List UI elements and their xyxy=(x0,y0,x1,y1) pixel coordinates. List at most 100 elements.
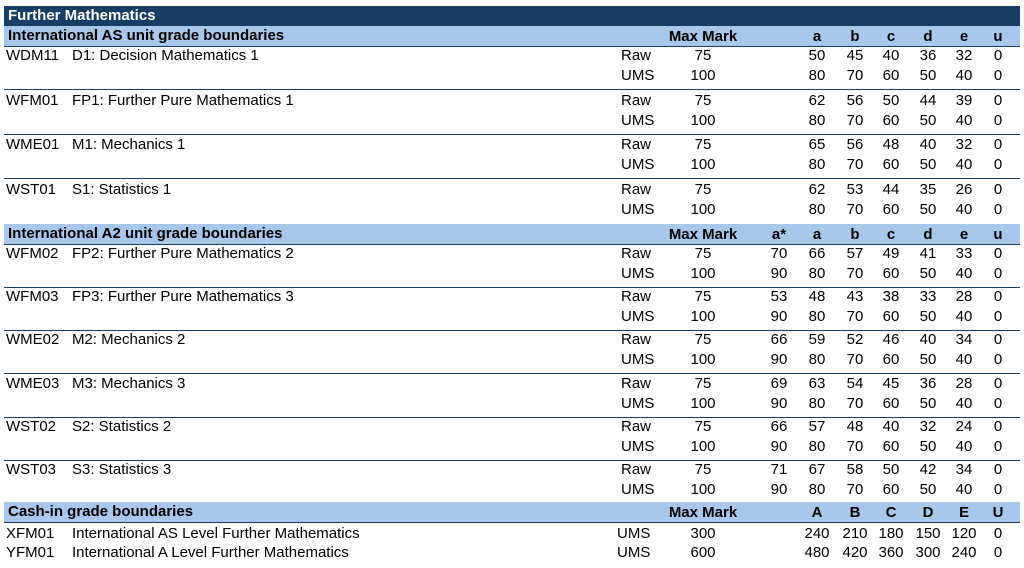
grade-boundary-value: 50 xyxy=(882,92,900,109)
unit-divider xyxy=(4,460,1020,461)
grade-header: B xyxy=(849,504,861,521)
grade-boundary-value: 24 xyxy=(955,418,973,435)
grade-boundary-value: 90 xyxy=(770,350,788,368)
mark-type: UMS xyxy=(621,350,655,368)
mark-type: Raw xyxy=(621,375,652,392)
grade-boundary-value: 39 xyxy=(955,92,973,109)
grade-boundary-value: 54 xyxy=(846,375,864,392)
grade-boundary-value: 90 xyxy=(770,394,788,412)
grade-boundary-value: 300 xyxy=(915,544,941,561)
grade-boundary-value: 80 xyxy=(808,350,826,368)
grade-boundary-value: 45 xyxy=(846,47,864,64)
max-mark: 100 xyxy=(690,307,716,325)
section-divider xyxy=(4,522,1020,523)
max-mark: 75 xyxy=(694,47,712,64)
grade-boundary-value: 420 xyxy=(842,544,868,561)
mark-type: UMS xyxy=(621,66,655,84)
grade-header: c xyxy=(886,226,896,243)
grade-header: a xyxy=(812,28,822,45)
grade-boundary-value: 53 xyxy=(846,181,864,198)
unit-divider xyxy=(4,287,1020,288)
unit-code: WFM02 xyxy=(6,245,59,262)
unit-divider xyxy=(4,417,1020,418)
grade-boundary-value: 56 xyxy=(846,92,864,109)
grade-boundary-value: 0 xyxy=(993,331,1003,348)
max-mark: 75 xyxy=(694,288,712,305)
max-mark: 75 xyxy=(694,92,712,109)
grade-boundary-value: 69 xyxy=(770,375,788,392)
max-mark: 100 xyxy=(690,480,716,498)
grade-boundary-value: 60 xyxy=(882,480,900,498)
grade-header: a* xyxy=(771,226,787,243)
max-mark: 100 xyxy=(690,200,716,218)
grade-boundary-value: 70 xyxy=(846,307,864,325)
mark-type: UMS xyxy=(621,111,655,129)
grade-boundary-value: 60 xyxy=(882,155,900,173)
grade-header: d xyxy=(923,28,933,45)
grade-boundary-value: 50 xyxy=(919,111,937,129)
mark-type: Raw xyxy=(621,181,652,198)
grade-boundary-value: 0 xyxy=(993,437,1003,455)
grade-header: E xyxy=(958,504,969,521)
grade-boundary-value: 50 xyxy=(919,264,937,282)
grade-boundary-value: 50 xyxy=(919,307,937,325)
grade-header: e xyxy=(959,226,969,243)
grade-boundary-value: 50 xyxy=(808,47,826,64)
grade-boundary-value: 49 xyxy=(882,245,900,262)
unit-name: S2: Statistics 2 xyxy=(72,418,172,435)
grade-boundary-value: 40 xyxy=(955,394,973,412)
grade-boundary-value: 0 xyxy=(993,461,1003,478)
grade-boundary-value: 33 xyxy=(919,288,937,305)
unit-name: D1: Decision Mathematics 1 xyxy=(72,47,259,64)
mark-type: Raw xyxy=(621,288,652,305)
grade-boundary-value: 0 xyxy=(993,66,1003,84)
grade-boundary-value: 80 xyxy=(808,437,826,455)
mark-type: UMS xyxy=(617,544,651,561)
unit-name: M3: Mechanics 3 xyxy=(72,375,186,392)
mark-type: Raw xyxy=(621,331,652,348)
grade-boundary-value: 0 xyxy=(993,480,1003,498)
grade-boundary-value: 40 xyxy=(955,350,973,368)
grade-boundary-value: 70 xyxy=(846,394,864,412)
unit-code: WDM11 xyxy=(6,47,60,64)
grade-boundary-value: 50 xyxy=(882,461,900,478)
max-mark-header: Max Mark xyxy=(668,504,738,521)
grade-boundary-value: 0 xyxy=(993,350,1003,368)
grade-boundary-value: 40 xyxy=(955,480,973,498)
unit-name: S1: Statistics 1 xyxy=(72,181,172,198)
page-title: Further Mathematics xyxy=(4,6,1020,26)
grade-boundary-value: 50 xyxy=(919,394,937,412)
max-mark: 600 xyxy=(690,544,716,561)
max-mark: 100 xyxy=(690,111,716,129)
grade-header: U xyxy=(992,504,1004,521)
grade-boundary-value: 0 xyxy=(993,245,1003,262)
grade-boundary-value: 35 xyxy=(919,181,937,198)
grade-boundary-value: 0 xyxy=(993,200,1003,218)
max-mark: 100 xyxy=(690,264,716,282)
grade-boundary-value: 62 xyxy=(808,92,826,109)
grade-boundary-value: 150 xyxy=(915,525,941,542)
mark-type: UMS xyxy=(621,155,655,173)
grade-boundary-value: 65 xyxy=(808,136,826,153)
grade-boundary-value: 480 xyxy=(804,544,830,561)
qualification-name: International AS Level Further Mathemati… xyxy=(72,525,360,542)
grade-boundary-value: 80 xyxy=(808,264,826,282)
max-mark: 100 xyxy=(690,394,716,412)
grade-boundary-value: 0 xyxy=(993,136,1003,153)
grade-header: c xyxy=(886,28,896,45)
mark-type: Raw xyxy=(621,47,652,64)
grade-boundary-value: 66 xyxy=(770,418,788,435)
grade-boundary-value: 66 xyxy=(770,331,788,348)
section-heading: Cash-in grade boundaries xyxy=(4,502,1020,522)
grade-boundary-value: 0 xyxy=(993,155,1003,173)
grade-boundary-value: 80 xyxy=(808,111,826,129)
grade-boundary-value: 0 xyxy=(993,375,1003,392)
section-heading: International AS unit grade boundaries xyxy=(4,26,1020,46)
grade-boundary-value: 80 xyxy=(808,155,826,173)
max-mark: 100 xyxy=(690,66,716,84)
grade-boundary-value: 210 xyxy=(842,525,868,542)
grade-boundary-value: 57 xyxy=(808,418,826,435)
grade-header: C xyxy=(885,504,897,521)
grade-boundary-value: 60 xyxy=(882,437,900,455)
max-mark: 100 xyxy=(690,350,716,368)
